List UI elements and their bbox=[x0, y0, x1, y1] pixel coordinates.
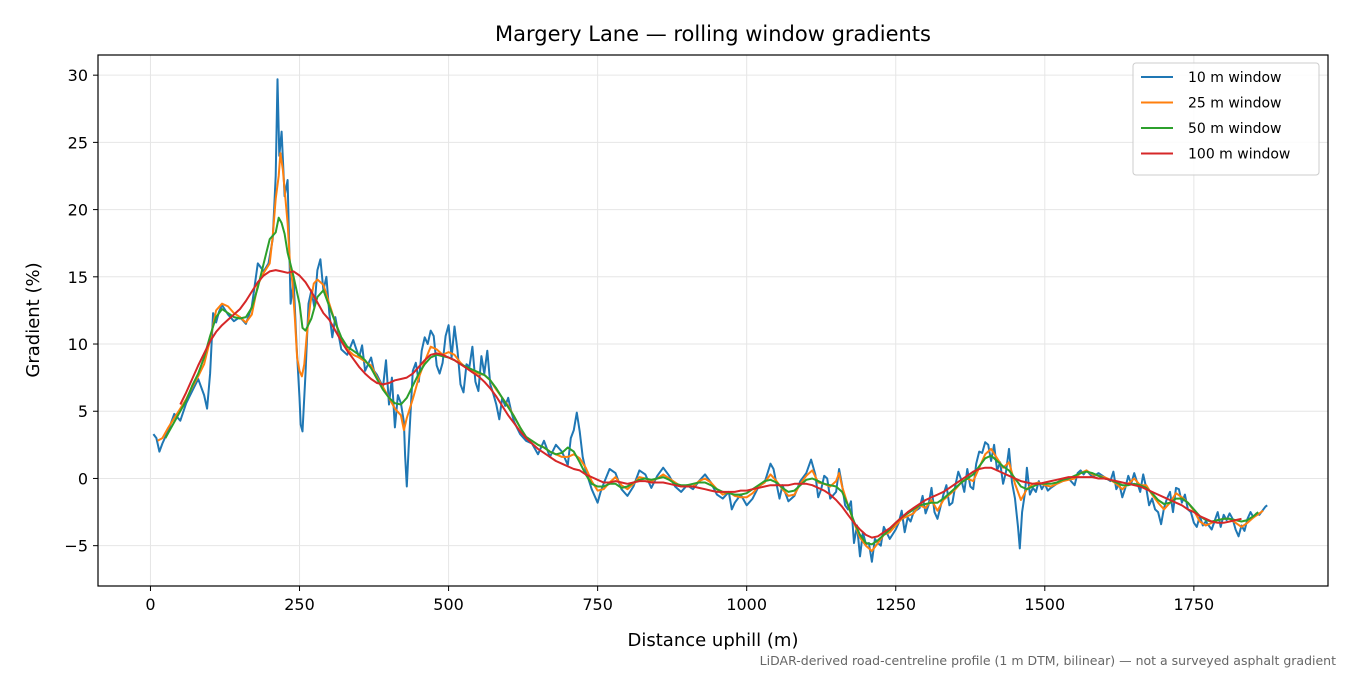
y-tick-label: 15 bbox=[68, 268, 88, 287]
legend-label: 25 m window bbox=[1188, 96, 1281, 112]
footnote: LiDAR-derived road-centreline profile (1… bbox=[760, 653, 1336, 668]
legend-label: 100 m window bbox=[1188, 147, 1290, 163]
axes-frame bbox=[97, 54, 1329, 587]
x-tick-label: 1500 bbox=[1024, 595, 1065, 614]
y-tick-label: 10 bbox=[68, 335, 88, 354]
y-tick-label: 0 bbox=[78, 469, 88, 488]
x-axis-label: Distance uphill (m) bbox=[628, 630, 799, 651]
legend-label: 50 m window bbox=[1188, 121, 1281, 137]
x-tick-label: 1250 bbox=[875, 595, 916, 614]
x-tick-label: 500 bbox=[433, 595, 464, 614]
series-line-0 bbox=[152, 78, 1268, 563]
y-tick-label: 20 bbox=[68, 201, 88, 220]
y-tick-label: 5 bbox=[78, 402, 88, 421]
plot-area bbox=[152, 78, 1268, 563]
x-tick-label: 250 bbox=[284, 595, 315, 614]
y-axis-label: Gradient (%) bbox=[23, 262, 44, 377]
y-tick-label: −5 bbox=[64, 537, 88, 556]
series-line-3 bbox=[179, 269, 1242, 539]
y-tick-label: 30 bbox=[68, 66, 88, 85]
legend-box bbox=[1132, 62, 1320, 176]
series-line-2 bbox=[164, 216, 1259, 546]
chart-title: Margery Lane — rolling window gradients bbox=[495, 22, 931, 46]
x-axis: 0 250 500 750 1000 1250 1500 1750 bbox=[145, 586, 1214, 614]
x-tick-label: 0 bbox=[145, 595, 155, 614]
x-tick-label: 1000 bbox=[726, 595, 767, 614]
legend: 10 m window 25 m window 50 m window 100 m w… bbox=[1132, 62, 1320, 176]
y-tick-label: 25 bbox=[68, 133, 88, 152]
x-tick-label: 750 bbox=[582, 595, 613, 614]
x-tick-label: 1750 bbox=[1173, 595, 1214, 614]
y-axis: −5 0 5 10 15 20 25 30 bbox=[64, 66, 98, 556]
legend-label: 10 m window bbox=[1188, 70, 1281, 86]
